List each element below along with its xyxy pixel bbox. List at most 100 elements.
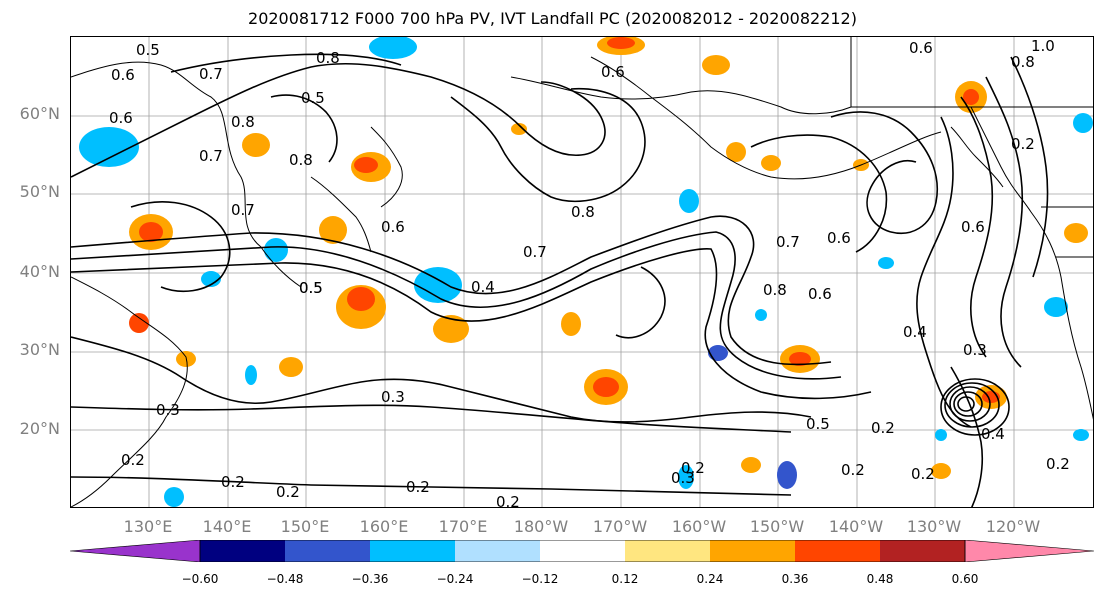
pos-anomaly [593,377,619,397]
colorbar-tick: −0.12 [521,572,559,586]
lat-label-50n: 50°N [19,182,60,201]
neg-anomaly [79,127,139,167]
colorbar-tick: −0.36 [351,572,389,586]
contour-label: 0.6 [827,229,851,247]
pos-anomaly [561,312,581,336]
contour-label: 1.0 [1031,37,1055,55]
colorbar-tick: −0.60 [181,572,219,586]
neg-anomaly [755,309,767,321]
cyclone-contours [940,378,1010,436]
contour-label: 0.6 [601,63,625,81]
lon-label-150w: 150°W [749,517,805,536]
neg-anomaly [878,257,894,269]
contour-label: 0.2 [681,459,705,477]
contour-label: 0.5 [806,415,830,433]
pos-anomaly [354,157,378,173]
pos-anomaly [511,123,527,135]
pos-anomaly [761,155,781,171]
contour-label: 0.2 [1011,135,1035,153]
colorbar-extend-high [964,539,1095,563]
colorbar-segment [710,540,795,562]
contour-label: 0.2 [276,483,300,501]
contour-label: 0.2 [221,473,245,491]
pv-contours [71,53,1049,507]
contour-label: 0.2 [1046,455,1070,473]
neg-anomaly [1073,113,1093,133]
colorbar-tick: −0.48 [266,572,304,586]
neg-anomaly [164,487,184,507]
contour-label: 0.6 [111,66,135,84]
neg-anomaly [1044,297,1068,317]
contour-label: 0.4 [981,425,1005,443]
pos-anomaly [741,457,761,473]
lon-label-130w: 130°W [906,517,962,536]
contour-label: 0.7 [199,65,223,83]
contour-labels: 0.5 0.6 0.7 0.8 0.6 0.8 0.7 0.5 0.7 0.6 … [109,37,1070,507]
lon-label-150e: 150°E [280,517,330,536]
contour-label: 0.2 [871,419,895,437]
pos-anomaly [319,216,347,244]
colorbar-segment [200,540,285,562]
lat-label-30n: 30°N [19,340,60,359]
neg-anomaly [679,189,699,213]
contour-label: 0.3 [671,469,695,487]
lat-label-20n: 20°N [19,419,60,438]
pos-anomaly [347,287,375,311]
colorbar-tick: 0.12 [611,572,639,586]
contour-label: 0.6 [808,285,832,303]
contour-label: 0.3 [963,341,987,359]
pos-anomaly [726,142,746,162]
colorbar-segment [625,540,710,562]
lon-label-180w: 180°W [513,517,569,536]
pos-anomaly [242,133,270,157]
neg-anomaly [935,429,947,441]
gridlines [71,37,1093,507]
neg-anomaly [414,267,462,303]
contour-label: 0.8 [763,281,787,299]
colorbar-segment [370,540,455,562]
pos-anomaly [789,352,811,366]
pos-anomaly [702,55,730,75]
lon-label-160w: 160°W [671,517,727,536]
contour-label: 0.7 [199,147,223,165]
contour-label: 0.2 [911,465,935,483]
contour-label: 0.8 [289,151,313,169]
pos-anomaly [963,89,979,105]
pv-map-canvas: 0.5 0.6 0.7 0.8 0.6 0.8 0.7 0.5 0.7 0.6 … [71,37,1093,507]
lon-label-140w: 140°W [828,517,884,536]
contour-label: 0.5 [136,41,160,59]
contour-label: 0.2 [406,478,430,496]
neg-anomaly [708,345,728,361]
colorbar-segment [285,540,370,562]
contour-label: 0.5 [299,279,323,297]
pos-anomaly [279,357,303,377]
neg-anomaly [369,37,417,59]
neg-anomaly [264,238,288,262]
contour-label: 0.6 [961,218,985,236]
pos-anomaly [433,315,469,343]
contour-label: 0.5 [301,89,325,107]
contour-label: 0.7 [776,233,800,251]
colorbar-tick: 0.48 [866,572,894,586]
contour-label: 0.6 [381,218,405,236]
ivt-shading [79,37,1093,507]
lon-label-120w: 120°W [985,517,1041,536]
colorbar-segment [455,540,540,562]
map-panel: 0.5 0.6 0.7 0.8 0.6 0.8 0.7 0.5 0.7 0.6 … [70,36,1094,508]
colorbar-segment [880,540,965,562]
contour-label: 0.6 [909,39,933,57]
map-title: 2020081712 F000 700 hPa PV, IVT Landfall… [248,9,857,28]
colorbar-tick: 0.24 [696,572,724,586]
neg-anomaly [1073,429,1089,441]
colorbar-svg [69,539,1095,563]
colorbar-tick: 0.36 [781,572,809,586]
contour-label: 0.3 [381,388,405,406]
colorbar-extend-low [69,539,201,563]
pos-anomaly [129,313,149,333]
contour-label: 0.7 [231,201,255,219]
lon-label-160e: 160°E [359,517,409,536]
neg-anomaly [201,271,221,287]
pos-anomaly [139,222,163,242]
neg-anomaly [678,465,694,489]
colorbar-tick: 0.60 [951,572,979,586]
